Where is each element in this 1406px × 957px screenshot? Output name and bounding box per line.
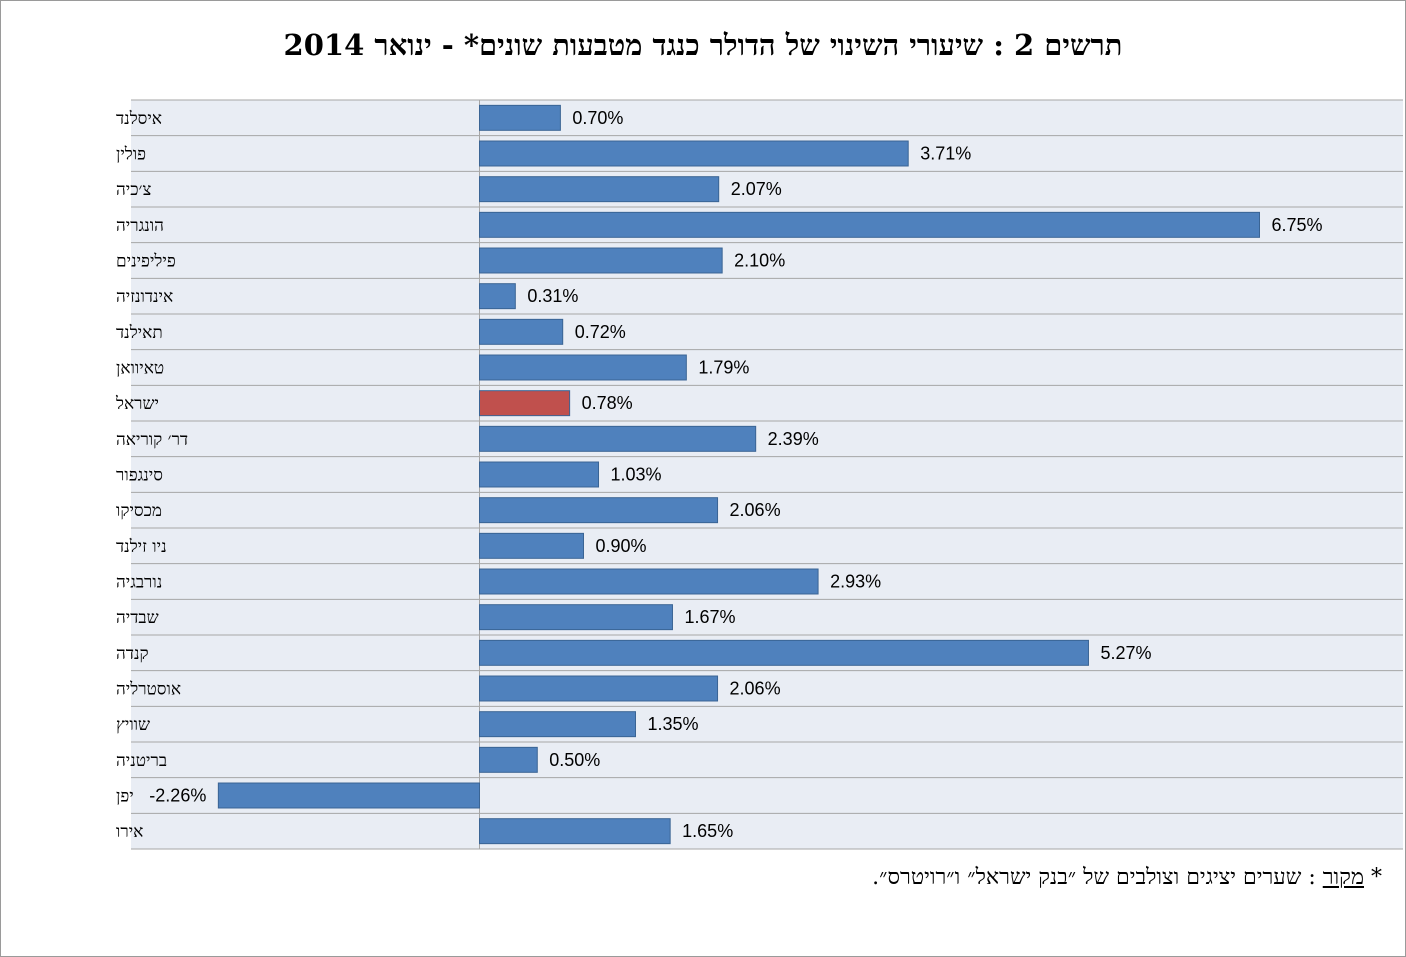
bar — [479, 425, 757, 452]
category-label: אירו — [116, 822, 143, 842]
bar — [479, 604, 673, 631]
category-label: פולין — [116, 145, 146, 165]
category-label: איסלנד — [116, 109, 162, 129]
source-footnote: * מקור : שערים יציגים וצולבים של ״בנק יש… — [872, 864, 1382, 890]
bar — [479, 532, 584, 559]
bar — [479, 568, 819, 595]
bar — [479, 140, 909, 167]
bar — [479, 639, 1089, 666]
bar — [479, 390, 571, 417]
value-label: 1.35% — [648, 714, 699, 734]
category-label: דר׳ קוריאה — [116, 430, 188, 450]
source-label: מקור — [1322, 865, 1364, 890]
value-label: 2.07% — [731, 179, 782, 199]
category-label: פיליפינים — [116, 252, 176, 272]
category-label: צ׳כיה — [116, 180, 151, 200]
value-label: 0.90% — [596, 536, 647, 556]
category-label: שוויץ — [116, 715, 150, 735]
chart-title: תרשים 2 : שיעורי השינוי של הדולר כנגד מט… — [283, 28, 1123, 62]
value-label: 0.50% — [549, 750, 600, 770]
bar — [217, 782, 480, 809]
category-label: ניו זילנד — [116, 537, 167, 557]
footnote-star: * — [1371, 865, 1382, 890]
value-label: 1.67% — [684, 607, 735, 627]
value-label: 2.06% — [730, 500, 781, 520]
bar — [479, 247, 723, 274]
bar — [479, 497, 719, 524]
value-label: 2.93% — [830, 572, 881, 592]
value-label: 0.72% — [575, 322, 626, 342]
category-label: טאיוואן — [116, 359, 164, 379]
value-label: 1.65% — [682, 821, 733, 841]
bar — [479, 318, 564, 345]
category-label: הונגריה — [116, 216, 164, 236]
category-label: נורבגיה — [116, 573, 162, 593]
category-label: שבדיה — [116, 608, 159, 628]
bar — [479, 711, 636, 738]
value-label: 2.39% — [768, 429, 819, 449]
source-text: : שערים יציגים וצולבים של ״בנק ישראל״ ו״… — [872, 865, 1316, 890]
category-label: קנדה — [116, 644, 149, 664]
value-label: 2.06% — [730, 679, 781, 699]
value-label: 6.75% — [1272, 215, 1323, 235]
value-label: 2.10% — [734, 251, 785, 271]
value-label: 1.03% — [611, 465, 662, 485]
value-label: 3.71% — [920, 144, 971, 164]
value-label: 0.70% — [572, 108, 623, 128]
bar — [479, 818, 671, 845]
bar — [479, 176, 720, 203]
category-label: תאילנד — [116, 323, 163, 343]
category-label: אינדונזיה — [116, 287, 173, 307]
bar — [479, 461, 600, 488]
category-label: ישראל — [115, 394, 159, 414]
value-label: 0.78% — [582, 393, 633, 413]
bar — [479, 283, 516, 310]
category-label: מכסיקו — [116, 501, 162, 521]
category-label: אוסטרליה — [116, 680, 181, 700]
value-label: 0.31% — [527, 286, 578, 306]
value-label: -2.26% — [149, 786, 206, 806]
category-label: יפן — [116, 787, 134, 807]
bar — [479, 211, 1260, 238]
bar — [479, 675, 719, 702]
bar — [479, 354, 687, 381]
bar — [479, 746, 538, 773]
category-label: בריטניה — [116, 751, 167, 771]
value-label: 5.27% — [1100, 643, 1151, 663]
category-label: סינגפור — [116, 466, 163, 486]
bar — [479, 104, 561, 131]
value-label: 1.79% — [698, 358, 749, 378]
